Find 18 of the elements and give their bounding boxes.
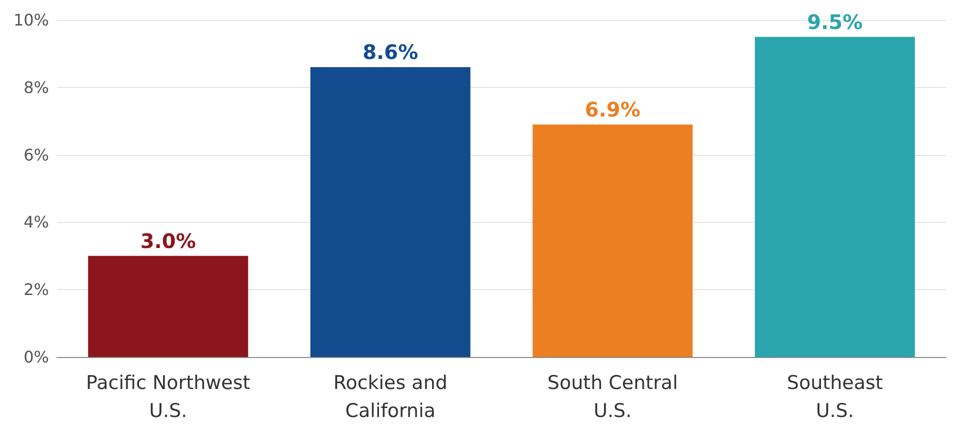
x-tick-label: South Central U.S. (547, 372, 678, 422)
data-label: 8.6% (362, 40, 418, 64)
bar (532, 124, 693, 357)
bar (88, 256, 248, 357)
bar (754, 36, 915, 357)
x-tick-label: Rockies and California (333, 372, 448, 422)
x-tick-label: Pacific Northwest U.S. (86, 372, 250, 422)
y-tick-label: 2% (24, 280, 49, 300)
bar (310, 67, 470, 357)
y-tick-label: 6% (24, 145, 49, 164)
y-tick-label: 10% (13, 10, 49, 30)
data-label: 6.9% (584, 97, 640, 122)
data-label: 3.0% (140, 228, 196, 253)
y-tick-label: 8% (24, 78, 49, 97)
y-tick-label: 0% (24, 348, 49, 366)
data-label: 9.5% (807, 10, 863, 34)
y-tick-label: 4% (24, 212, 49, 232)
x-tick-label: Southeast U.S. (786, 372, 883, 422)
